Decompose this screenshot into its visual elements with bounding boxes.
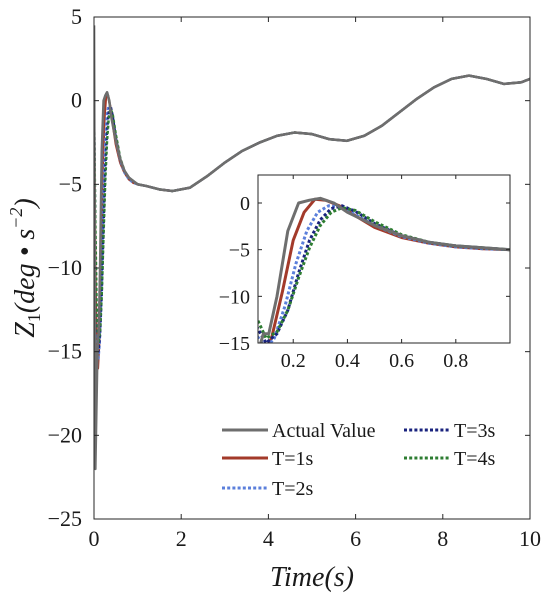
y-axis-label-close: )	[10, 198, 41, 209]
y-tick-label: −10	[48, 255, 82, 280]
inset-series-line-actual-value	[259, 196, 510, 343]
y-axis-label-subscript: 1	[24, 313, 44, 322]
inset-y-tick-label: −5	[229, 240, 250, 262]
legend-label-t-4s: T=4s	[454, 448, 495, 470]
x-tick-label: 6	[350, 526, 361, 551]
main-tick-group: 0 2 4 6 8 10 −25 −20 −15 −10 −5 0 5	[48, 4, 541, 551]
inset-x-tick-label: 0.4	[335, 350, 360, 372]
x-tick-label: 0	[89, 526, 100, 551]
series-line-actual-value	[94, 25, 530, 471]
y-axis-label-paren: (deg • s	[10, 229, 41, 314]
legend: Actual Value T=1s T=2s T=3s T=4s	[222, 420, 495, 500]
inset-tick-group: 0.2 0.4 0.6 0.8 −15 −10 −5 0	[219, 175, 510, 372]
inset-x-tick-label: 0.8	[443, 350, 468, 372]
inset-frame	[257, 174, 511, 344]
inset-series-line-t-3s	[258, 204, 510, 343]
legend-label-actual-value: Actual Value	[272, 420, 376, 442]
inset-series-group	[258, 196, 510, 343]
y-tick-label: −5	[59, 171, 82, 196]
inset-y-tick-label: −10	[219, 286, 250, 308]
inset-x-tick-label: 0.2	[281, 350, 306, 372]
x-tick-label: 10	[519, 526, 541, 551]
x-axis-label: Time(s)	[270, 562, 354, 593]
y-axis-label: Z1(deg • s−2)	[6, 198, 44, 338]
inset-series-line-t-4s	[258, 206, 510, 340]
inset-y-tick-label: −15	[219, 333, 250, 355]
y-axis-label-superscript: −2	[6, 208, 26, 229]
inset-chart: 0.2 0.4 0.6 0.8 −15 −10 −5 0	[219, 174, 511, 372]
y-tick-label: −20	[48, 422, 82, 447]
y-tick-label: 5	[71, 4, 82, 29]
legend-label-t-1s: T=1s	[272, 448, 313, 470]
inset-x-tick-label: 0.6	[389, 350, 414, 372]
x-tick-label: 8	[437, 526, 448, 551]
legend-label-t-2s: T=2s	[272, 478, 313, 500]
inset-y-tick-label: 0	[240, 193, 250, 215]
x-tick-label: 2	[176, 526, 187, 551]
x-tick-label: 4	[263, 526, 274, 551]
inset-background	[258, 175, 510, 343]
main-series-group	[94, 25, 530, 471]
y-tick-label: 0	[71, 88, 82, 113]
legend-label-t-3s: T=3s	[454, 420, 495, 442]
inset-series-line-t-1s	[267, 197, 510, 343]
y-tick-label: −25	[48, 506, 82, 531]
y-axis-label-main: Z	[10, 322, 41, 338]
y-tick-label: −15	[48, 339, 82, 364]
